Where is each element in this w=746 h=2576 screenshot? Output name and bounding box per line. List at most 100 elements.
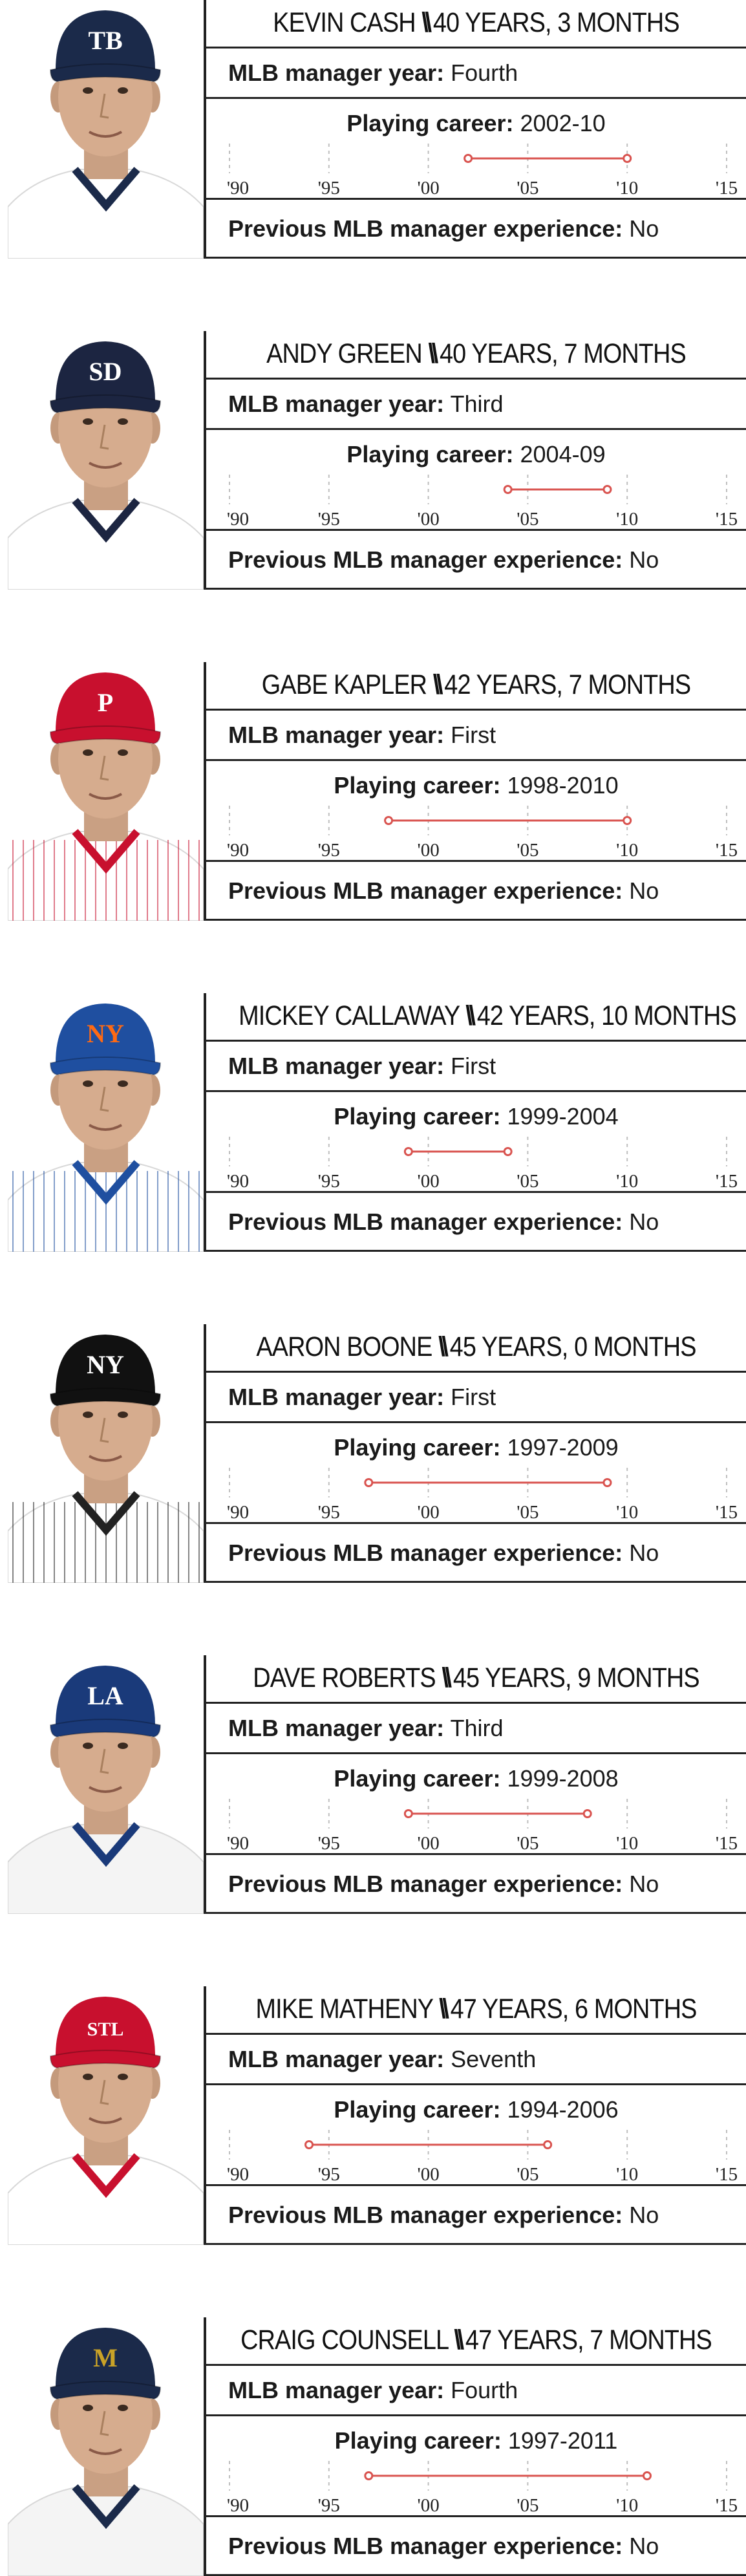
row-rule (206, 1090, 746, 1092)
career-end-dot (503, 1147, 513, 1156)
row-rule (206, 860, 746, 862)
info-panel: MICKEY CALLAWAY \\ 42 YEARS, 10 MONTHS MLB… (206, 993, 746, 1252)
career-timeline: '90 '95 '00 '05 '10 '15 (227, 144, 738, 198)
manager-year-value: Fourth (451, 2377, 518, 2403)
manager-card: STL MIKE MATHENY \\ 47 YEARS, 6 MONTHS MLB … (8, 1986, 746, 2245)
manager-card: SD ANDY GREEN \\ 40 YEARS, 7 MONTHS MLB man… (8, 331, 746, 590)
previous-experience-row: Previous MLB manager experience: No (228, 2202, 659, 2229)
axis-tick-label: '90 (227, 840, 249, 860)
axis-tick-label: '10 (616, 1171, 638, 1191)
row-rule (206, 2414, 746, 2416)
career-value: 1999-2008 (507, 1765, 619, 1792)
axis-tick-label: '90 (227, 2164, 249, 2184)
axis-tick-label: '90 (227, 2495, 249, 2515)
axis-tick-label: '10 (616, 2495, 638, 2515)
divider (204, 2317, 206, 2576)
career-label: Playing career: (334, 772, 501, 799)
axis-tick-label: '95 (318, 1502, 340, 1522)
manager-year-row: MLB manager year: Fourth (228, 2377, 518, 2404)
playing-career-row: Playing career: 1997-2011 (206, 2427, 746, 2454)
career-end-dot (623, 816, 632, 825)
row-rule (206, 709, 746, 711)
row-rule (206, 1191, 746, 1193)
manager-year-label: MLB manager year: (228, 391, 445, 417)
axis-tick-label: '10 (616, 2164, 638, 2184)
manager-title: ANDY GREEN \\ 40 YEARS, 7 MONTHS (239, 335, 714, 372)
manager-age: 42 YEARS, 7 MONTHS (444, 669, 691, 700)
axis-tick-label: '95 (318, 2164, 340, 2184)
info-panel: DAVE ROBERTS \\ 45 YEARS, 9 MONTHS MLB man… (206, 1655, 746, 1914)
playing-career-row: Playing career: 1998-2010 (206, 772, 746, 799)
manager-year-label: MLB manager year: (228, 2377, 445, 2403)
row-rule (206, 97, 746, 99)
row-rule (206, 919, 746, 921)
previous-experience-value: No (629, 2533, 659, 2559)
row-rule (206, 1421, 746, 1423)
cap-logo: LA (87, 1681, 123, 1710)
manager-card: NY AARON BOONE \\ 45 YEARS, 0 MONTHS MLB ma… (8, 1324, 746, 1583)
playing-career-row: Playing career: 1999-2008 (206, 1765, 746, 1792)
manager-year-value: Fourth (451, 59, 518, 86)
manager-title: DAVE ROBERTS \\ 45 YEARS, 9 MONTHS (239, 1659, 714, 1697)
career-timeline: '90 '95 '00 '05 '10 '15 (227, 475, 738, 529)
career-value: 2002-10 (520, 110, 606, 136)
axis-tick-label: '15 (716, 2164, 738, 2184)
axis-tick-label: '15 (716, 1502, 738, 1522)
previous-experience-label: Previous MLB manager experience: (228, 877, 623, 904)
row-rule (206, 759, 746, 761)
career-start-dot (464, 154, 473, 163)
manager-age: 40 YEARS, 7 MONTHS (439, 338, 687, 369)
manager-name: CRAIG COUNSELL (240, 2324, 449, 2356)
divider (204, 331, 206, 590)
axis-tick-label: '95 (318, 1171, 340, 1191)
collar (72, 1491, 140, 1536)
career-label: Playing career: (334, 1103, 501, 1130)
axis-tick-label: '00 (417, 509, 439, 529)
manager-name: MIKE MATHENY (255, 1993, 433, 2024)
previous-experience-value: No (629, 1871, 659, 1897)
manager-year-row: MLB manager year: Seventh (228, 2046, 536, 2073)
cap-logo: NY (87, 1350, 124, 1379)
playing-career-row: Playing career: 1999-2004 (206, 1103, 746, 1130)
axis-tick-label: '05 (517, 1171, 538, 1191)
manager-title: AARON BOONE \\ 45 YEARS, 0 MONTHS (239, 1328, 714, 1366)
manager-year-value: First (451, 1384, 496, 1410)
row-rule (206, 1040, 746, 1042)
manager-year-row: MLB manager year: First (228, 1053, 496, 1080)
manager-year-label: MLB manager year: (228, 2046, 445, 2072)
axis-tick-label: '00 (417, 1502, 439, 1522)
career-timeline: '90 '95 '00 '05 '10 '15 (227, 1137, 738, 1191)
career-start-dot (403, 1809, 413, 1818)
divider (204, 1655, 206, 1914)
manager-year-value: Seventh (451, 2046, 537, 2072)
cap (56, 1335, 155, 1394)
row-rule (206, 47, 746, 48)
previous-experience-row: Previous MLB manager experience: No (228, 546, 659, 574)
career-end-dot (642, 2471, 652, 2480)
axis-tick-label: '00 (417, 178, 439, 198)
manager-title: MIKE MATHENY \\ 47 YEARS, 6 MONTHS (239, 1990, 714, 2028)
previous-experience-label: Previous MLB manager experience: (228, 215, 623, 242)
career-start-dot (304, 2140, 314, 2149)
axis-tick-label: '05 (517, 509, 538, 529)
manager-photo: NY (8, 993, 204, 1252)
playing-career-row: Playing career: 2002-10 (206, 110, 746, 137)
manager-card: LA DAVE ROBERTS \\ 45 YEARS, 9 MONTHS MLB m… (8, 1655, 746, 1914)
cap-logo: M (93, 2343, 118, 2372)
career-start-dot (403, 1147, 413, 1156)
axis-tick-label: '10 (616, 840, 638, 860)
cap-logo: TB (88, 26, 122, 55)
divider (204, 662, 206, 921)
cap (56, 1997, 155, 2056)
cap (56, 341, 155, 401)
manager-name: MICKEY CALLAWAY (239, 1000, 460, 1031)
career-timeline: '90 '95 '00 '05 '10 '15 (227, 1799, 738, 1853)
collar (72, 167, 140, 212)
name-separator: \\ (439, 1993, 449, 2024)
axis-tick-label: '00 (417, 2164, 439, 2184)
axis-tick-label: '00 (417, 1171, 439, 1191)
manager-card: P GABE KAPLER \\ 42 YEARS, 7 MONTHS MLB man… (8, 662, 746, 921)
manager-photo: P (8, 662, 204, 921)
name-separator: \\ (421, 7, 432, 38)
manager-year-label: MLB manager year: (228, 1384, 445, 1410)
